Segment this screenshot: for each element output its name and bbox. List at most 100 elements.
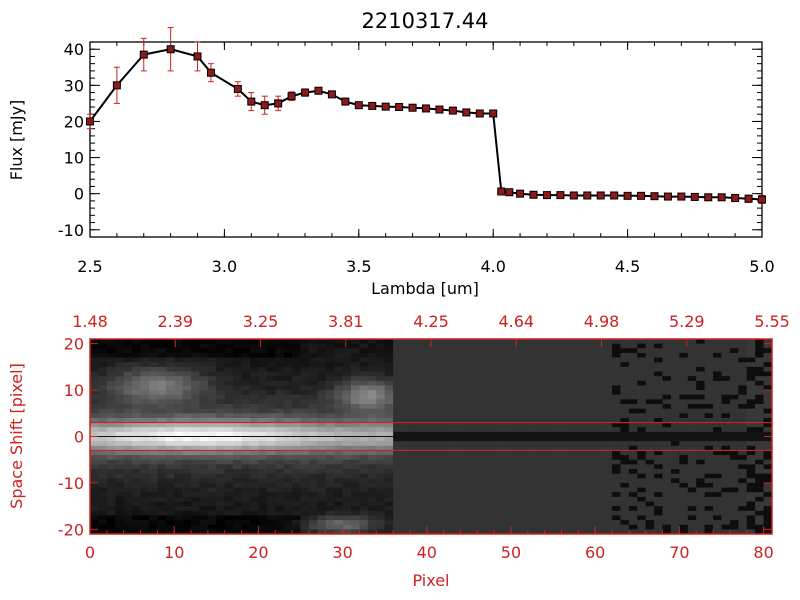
image-pixel — [452, 362, 461, 368]
image-pixel — [376, 445, 386, 451]
image-pixel — [527, 399, 537, 405]
image-pixel — [157, 394, 167, 400]
image-pixel — [308, 357, 318, 363]
image-pixel — [308, 501, 318, 507]
image-pixel — [595, 487, 605, 493]
image-pixel — [620, 436, 630, 442]
image-pixel — [670, 455, 680, 461]
image-pixel — [763, 431, 773, 437]
image-pixel — [721, 515, 731, 521]
image-pixel — [317, 455, 327, 461]
image-pixel — [90, 399, 99, 405]
image-pixel — [721, 496, 731, 502]
image-pixel — [384, 380, 394, 386]
image-pixel — [325, 450, 335, 456]
image-pixel — [249, 501, 259, 507]
image-pixel — [746, 524, 756, 530]
image-pixel — [544, 422, 554, 428]
image-pixel — [603, 455, 613, 461]
image-pixel — [106, 413, 116, 419]
image-pixel — [729, 417, 739, 423]
image-pixel — [426, 399, 436, 405]
image-pixel — [586, 529, 596, 535]
image-pixel — [384, 478, 394, 484]
image-pixel — [409, 520, 419, 526]
image-pixel — [426, 427, 436, 433]
image-pixel — [409, 445, 419, 451]
image-pixel — [687, 492, 697, 498]
image-pixel — [275, 445, 285, 451]
image-pixel — [460, 478, 470, 484]
image-pixel — [165, 362, 175, 368]
image-pixel — [401, 520, 411, 526]
image-pixel — [426, 455, 436, 461]
image-pixel — [763, 399, 773, 405]
image-pixel — [527, 441, 537, 447]
image-pixel — [612, 376, 621, 382]
image-pixel — [628, 366, 638, 372]
image-pixel — [704, 478, 714, 484]
image-pixel — [679, 366, 689, 372]
image-pixel — [544, 427, 554, 433]
image-pixel — [620, 524, 630, 530]
image-pixel — [367, 371, 377, 377]
image-pixel — [207, 492, 217, 498]
image-pixel — [325, 417, 335, 423]
image-pixel — [123, 529, 133, 535]
image-pixel — [174, 371, 184, 377]
image-pixel — [586, 390, 596, 396]
image-pixel — [721, 422, 731, 428]
image-pixel — [325, 343, 335, 349]
image-pixel — [359, 473, 369, 479]
image-pixel — [418, 371, 428, 377]
image-pixel — [569, 357, 579, 363]
image-pixel — [283, 520, 293, 526]
image-pixel — [755, 399, 764, 405]
image-pixel — [140, 455, 150, 461]
data-point — [408, 103, 417, 112]
image-pixel — [359, 496, 369, 502]
image-pixel — [115, 366, 125, 372]
image-pixel — [569, 343, 579, 349]
image-pixel — [435, 450, 445, 456]
image-pixel — [553, 380, 562, 386]
image-pixel — [544, 352, 554, 358]
image-pixel — [258, 520, 268, 526]
image-pixel — [393, 510, 402, 516]
image-pixel — [106, 390, 116, 396]
image-pixel — [216, 348, 226, 354]
image-pixel — [401, 492, 411, 498]
image-pixel — [418, 376, 428, 382]
image-pixel — [603, 436, 613, 442]
image-pixel — [654, 348, 663, 354]
image-pixel — [637, 394, 647, 400]
image-pixel — [435, 362, 445, 368]
image-pixel — [443, 390, 453, 396]
image-pixel — [569, 487, 579, 493]
image-pixel — [713, 413, 722, 419]
image-pixel — [275, 436, 285, 442]
image-pixel — [477, 348, 487, 354]
image-pixel — [308, 464, 318, 470]
image-pixel — [115, 478, 125, 484]
image-pixel — [258, 366, 268, 372]
data-point — [233, 84, 242, 93]
image-x-tick-label: 50 — [501, 543, 521, 562]
image-pixel — [157, 524, 167, 530]
image-pixel — [165, 445, 175, 451]
image-pixel — [148, 455, 158, 461]
image-pixel — [275, 394, 285, 400]
image-pixel — [561, 524, 571, 530]
image-pixel — [308, 455, 318, 461]
image-pixel — [561, 366, 571, 372]
image-pixel — [157, 385, 167, 391]
image-pixel — [654, 413, 663, 419]
image-pixel — [645, 441, 655, 447]
image-pixel — [628, 492, 638, 498]
image-pixel — [713, 348, 722, 354]
image-pixel — [342, 348, 352, 354]
image-pixel — [485, 455, 495, 461]
image-pixel — [468, 496, 478, 502]
image-pixel — [174, 487, 184, 493]
